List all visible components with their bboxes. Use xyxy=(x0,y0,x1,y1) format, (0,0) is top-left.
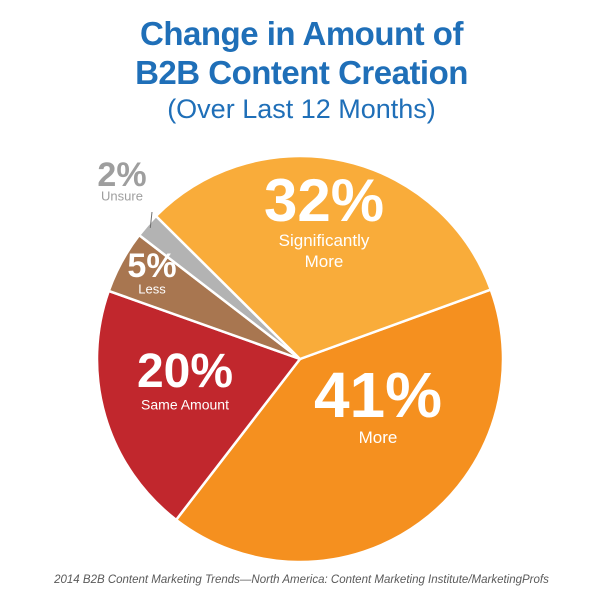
pie-category-label-unsure: Unsure xyxy=(101,188,143,203)
pie-category-label-more: More xyxy=(359,428,398,447)
chart-source: 2014 B2B Content Marketing Trends—North … xyxy=(54,574,549,586)
pie-slice-same-amount xyxy=(95,289,302,522)
pie-category-label-same-amount: Same Amount xyxy=(141,397,229,413)
pie-category-label-significantly-more: Significantly xyxy=(279,231,370,250)
chart-subtitle: (Over Last 12 Months) xyxy=(167,94,436,124)
pie-value-label-less: 5% xyxy=(127,247,176,285)
pie-category-label-less: Less xyxy=(138,281,166,296)
pie-slice-significantly-more xyxy=(154,154,493,361)
pie-value-label-unsure: 2% xyxy=(97,156,146,194)
pie-leader-line-unsure xyxy=(149,211,153,228)
pie-value-label-more: 41% xyxy=(314,359,442,431)
chart-title-block: Change in Amount of B2B Content Creation… xyxy=(0,14,603,125)
pie-category-label-significantly-more: More xyxy=(305,252,344,271)
chart-title-line-1: Change in Amount of xyxy=(140,15,463,52)
pie-slices xyxy=(95,154,505,564)
chart-title-line-2: B2B Content Creation xyxy=(135,54,468,91)
pie-slice-more xyxy=(174,288,505,564)
pie-value-label-significantly-more: 32% xyxy=(264,167,384,234)
pie-value-label-same-amount: 20% xyxy=(137,345,233,398)
